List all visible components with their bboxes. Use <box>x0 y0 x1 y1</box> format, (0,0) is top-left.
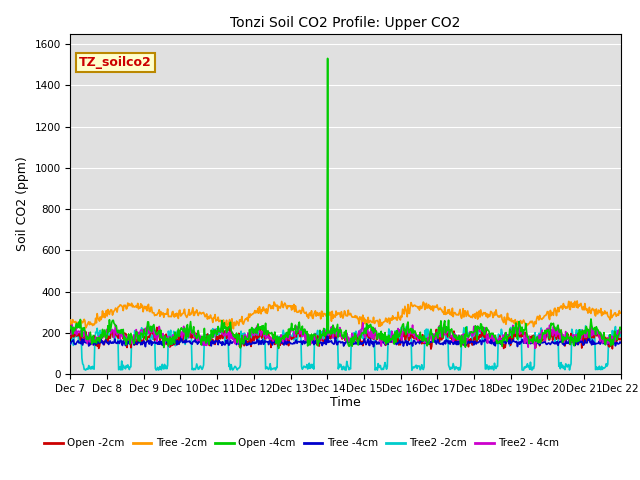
Y-axis label: Soil CO2 (ppm): Soil CO2 (ppm) <box>16 156 29 252</box>
Legend: Open -2cm, Tree -2cm, Open -4cm, Tree -4cm, Tree2 -2cm, Tree2 - 4cm: Open -2cm, Tree -2cm, Open -4cm, Tree -4… <box>40 434 563 453</box>
X-axis label: Time: Time <box>330 396 361 408</box>
Title: Tonzi Soil CO2 Profile: Upper CO2: Tonzi Soil CO2 Profile: Upper CO2 <box>230 16 461 30</box>
Text: TZ_soilco2: TZ_soilco2 <box>79 56 152 69</box>
